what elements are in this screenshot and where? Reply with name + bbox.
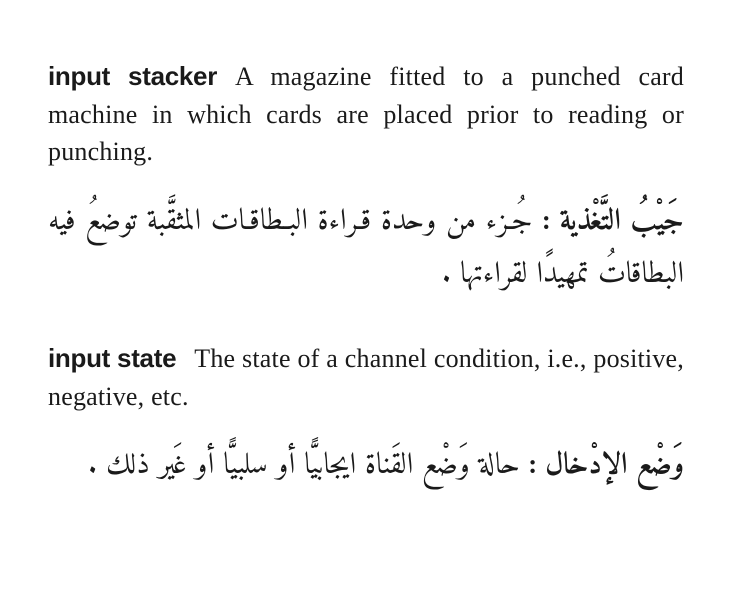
arabic-definition: حالة وَضْع القَناة ايجابيًّا أو سلبيًّا … — [88, 440, 520, 493]
english-block: input stateThe state of a channel condit… — [48, 340, 684, 415]
dictionary-entry: input stackerA magazine fitted to a punc… — [48, 58, 684, 302]
english-headword: input stacker — [48, 61, 217, 91]
english-block: input stackerA magazine fitted to a punc… — [48, 58, 684, 171]
english-headword: input state — [48, 343, 176, 373]
arabic-block: جَيْبُ التَّغْذية : جُـزء من وحدة قـراءة… — [48, 197, 684, 302]
arabic-block: وَضْع الإدْخال : حالة وَضْع القَناة ايجا… — [48, 441, 684, 494]
dictionary-page: input stackerA magazine fitted to a punc… — [0, 0, 732, 600]
arabic-headword: وَضْع الإدْخال : — [529, 440, 684, 493]
dictionary-entry: input stateThe state of a channel condit… — [48, 340, 684, 494]
arabic-headword: جَيْبُ التَّغْذية : — [542, 196, 684, 249]
